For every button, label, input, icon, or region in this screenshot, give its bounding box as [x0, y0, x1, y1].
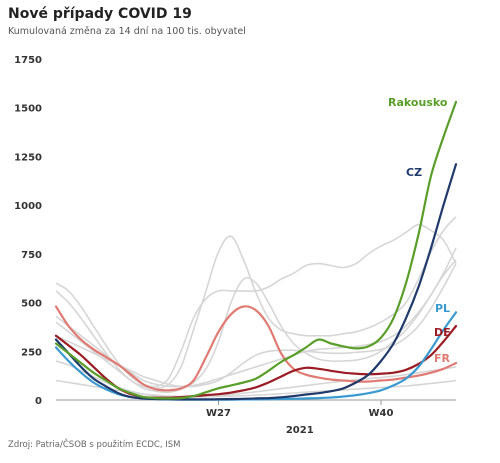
y-tick-label: 1000 — [14, 201, 42, 212]
x-axis-label: 2021 — [286, 425, 314, 436]
y-tick-label: 1500 — [14, 104, 42, 115]
y-tick-label: 250 — [21, 347, 42, 358]
series-line-cz — [54, 163, 458, 401]
source-note: Zdroj: Patria/ČSOB s použitím ECDC, ISM — [8, 440, 181, 450]
y-tick-label: 0 — [35, 396, 42, 407]
x-tick-label: W40 — [369, 408, 394, 419]
series-label-de: DE — [434, 326, 451, 339]
background-series-line — [55, 360, 457, 398]
x-tick-label: W27 — [206, 408, 231, 419]
series-line-rakousko — [54, 100, 458, 400]
series-label-rakousko: Rakousko — [388, 96, 448, 109]
chart-subtitle: Kumulovaná změna za 14 dní na 100 tis. o… — [8, 26, 246, 37]
series-label-pl: PL — [435, 302, 450, 315]
series-label-cz: CZ — [406, 166, 422, 179]
series-label-fr: FR — [434, 352, 451, 365]
y-tick-label: 1750 — [14, 55, 42, 66]
y-tick-label: 750 — [21, 250, 42, 261]
series-line-fr — [54, 305, 458, 392]
y-tick-label: 500 — [21, 299, 42, 310]
background-series-line — [55, 259, 457, 394]
chart-title: Nové případy COVID 19 — [8, 6, 192, 22]
y-tick-label: 1250 — [14, 152, 42, 163]
